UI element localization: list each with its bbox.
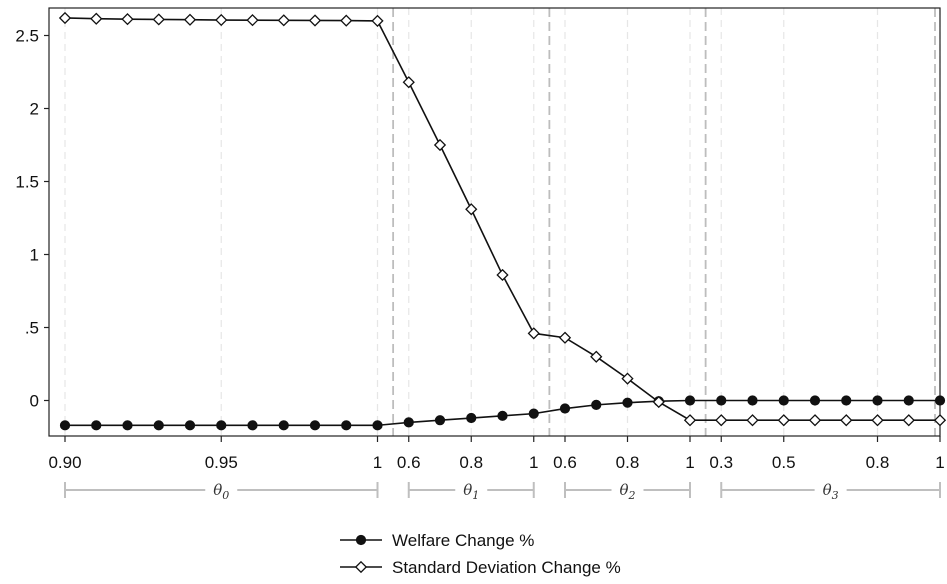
welfare-point [153, 420, 164, 431]
std-dev-point [90, 12, 103, 25]
x-tick-label: 0.8 [866, 453, 890, 472]
group-brackets: θ0 θ1 θ2 θ3 [64, 481, 941, 502]
welfare-point [778, 395, 789, 406]
std-dev-point [340, 14, 353, 27]
x-tick-label: 0.95 [205, 453, 238, 472]
std-dev-point [527, 327, 540, 340]
std-dev-point [590, 350, 603, 363]
std-dev-point [215, 13, 228, 27]
axes: 2.521.51.500.90 0.95 1 0.6 0.8 1 0.6 0.8 1 0.3 0.5… [15, 7, 945, 472]
legend-welfare-marker [355, 534, 367, 546]
x-tick-label: 0.5 [772, 453, 796, 472]
std-dev-point [121, 13, 134, 26]
welfare-point [528, 408, 539, 419]
welfare-point [434, 415, 446, 426]
std-dev-point [933, 414, 947, 427]
welfare-point [403, 417, 414, 428]
x-tick-label: 0.8 [616, 453, 640, 472]
std-dev-point [840, 414, 853, 427]
x-tick-label: 1 [935, 453, 944, 472]
y-tick-label: .5 [25, 319, 39, 338]
group-label: θ3 [823, 481, 839, 502]
welfare-point [903, 395, 914, 406]
group-label: θ2 [619, 481, 635, 502]
welfare-point [747, 395, 758, 406]
std-dev-point [58, 11, 72, 25]
welfare-point [872, 395, 883, 406]
welfare-point [59, 420, 71, 431]
y-tick-label: 2 [30, 100, 39, 119]
std-dev-point [652, 395, 665, 409]
std-dev-point [777, 414, 790, 427]
x-tick-label: 1 [685, 453, 694, 472]
grid-lines [64, 8, 941, 436]
std-dev-point [496, 268, 509, 282]
welfare-point [716, 395, 727, 406]
std-dev-point [746, 414, 759, 427]
welfare-point [278, 420, 289, 431]
welfare-point [309, 420, 321, 431]
welfare-point [841, 395, 852, 406]
legend-std-dev-marker [354, 560, 368, 574]
welfare-point [91, 420, 102, 431]
x-tick-label: 0.6 [397, 453, 421, 472]
std-dev-point [558, 331, 572, 344]
x-tick-label: 1 [529, 453, 538, 472]
y-tick-label: 1.5 [15, 173, 39, 192]
std-dev-point [277, 14, 290, 27]
std-dev-point [715, 414, 728, 427]
std-dev-point [902, 414, 915, 427]
std-dev-point [808, 414, 822, 427]
group-label: θ1 [463, 481, 479, 502]
welfare-point [591, 399, 602, 410]
welfare-point [466, 412, 477, 424]
x-tick-label: 0.90 [48, 453, 81, 472]
welfare-point [809, 395, 821, 406]
std-dev-point [683, 414, 697, 427]
legend-std-dev-label: Standard Deviation Change % [392, 558, 621, 577]
series-lines [58, 11, 947, 431]
x-tick-label: 0.6 [553, 453, 577, 472]
std-dev-point [308, 14, 322, 27]
y-tick-label: 1 [30, 246, 39, 265]
welfare-point [622, 397, 633, 408]
welfare-point [684, 395, 696, 406]
std-dev-point [246, 14, 259, 27]
std-dev-point [402, 76, 415, 89]
std-dev-point [371, 14, 384, 28]
plot-frame [48, 7, 941, 437]
welfare-point [247, 420, 258, 431]
x-tick-label: 0.3 [709, 453, 733, 472]
welfare-point [341, 420, 352, 431]
welfare-point [372, 420, 383, 431]
welfare-point [497, 410, 508, 421]
legend: Welfare Change % Standard Deviation Chang… [340, 531, 621, 577]
x-tick-label: 0.8 [459, 453, 483, 472]
group-label: θ0 [213, 481, 229, 502]
y-tick-label: 2.5 [15, 27, 39, 46]
std-dev-point [183, 13, 197, 26]
welfare-point [934, 395, 946, 406]
x-tick-label: 1 [373, 453, 382, 472]
std-dev-point [465, 203, 478, 216]
welfare-point [559, 403, 571, 414]
welfare-point [216, 420, 227, 431]
y-tick-label: 0 [30, 392, 39, 411]
std-dev-point [621, 372, 634, 385]
legend-welfare-label: Welfare Change % [392, 531, 534, 550]
welfare-point [184, 420, 196, 431]
welfare-point [122, 420, 133, 431]
std-dev-point [871, 414, 884, 427]
std-dev-series-line [64, 17, 940, 422]
std-dev-point [433, 138, 447, 152]
std-dev-point [152, 13, 165, 26]
